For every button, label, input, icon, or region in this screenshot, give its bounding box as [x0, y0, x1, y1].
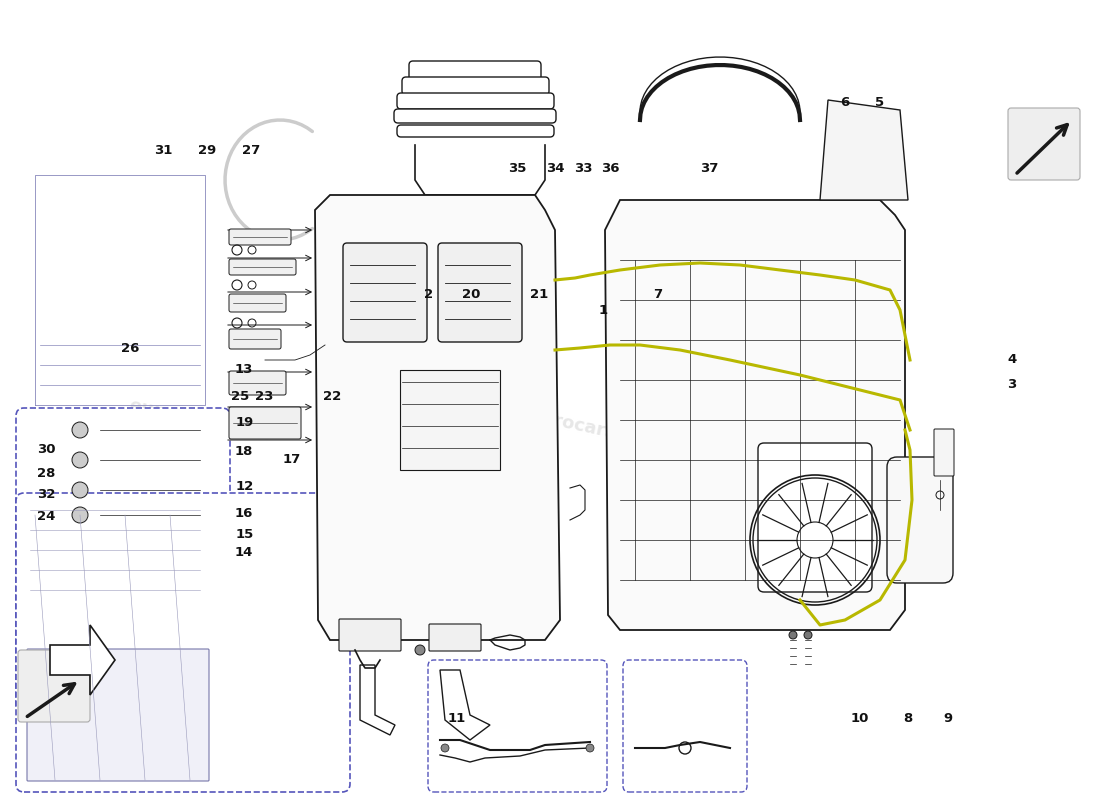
FancyBboxPatch shape — [758, 443, 872, 592]
Text: 9: 9 — [944, 712, 953, 725]
FancyBboxPatch shape — [397, 93, 554, 109]
Text: 16: 16 — [235, 507, 253, 520]
FancyBboxPatch shape — [229, 371, 286, 395]
FancyBboxPatch shape — [18, 650, 90, 722]
Text: 2: 2 — [425, 288, 433, 301]
FancyBboxPatch shape — [343, 243, 427, 342]
Text: 14: 14 — [235, 546, 253, 558]
Text: eurocarspares: eurocarspares — [527, 406, 673, 454]
FancyBboxPatch shape — [402, 77, 549, 95]
Bar — [400, 370, 500, 470]
Text: 25: 25 — [231, 390, 249, 402]
FancyBboxPatch shape — [397, 125, 554, 137]
Text: 3: 3 — [1008, 378, 1016, 390]
Text: 28: 28 — [37, 467, 55, 480]
FancyBboxPatch shape — [887, 457, 953, 583]
Text: 32: 32 — [37, 488, 55, 501]
Text: 21: 21 — [530, 288, 548, 301]
Text: 22: 22 — [323, 390, 341, 402]
Text: 26: 26 — [121, 342, 139, 354]
FancyBboxPatch shape — [428, 660, 607, 792]
FancyBboxPatch shape — [1008, 108, 1080, 180]
Text: 6: 6 — [840, 96, 849, 109]
Circle shape — [586, 744, 594, 752]
Polygon shape — [50, 625, 116, 695]
Text: 17: 17 — [283, 454, 300, 466]
Text: eurocarspares: eurocarspares — [128, 396, 273, 444]
Text: 35: 35 — [508, 162, 526, 174]
Text: 11: 11 — [448, 712, 465, 725]
Text: 34: 34 — [547, 162, 564, 174]
Text: 12: 12 — [235, 480, 253, 493]
FancyBboxPatch shape — [623, 660, 747, 792]
Text: 18: 18 — [235, 446, 253, 458]
FancyBboxPatch shape — [229, 229, 292, 245]
Text: 31: 31 — [154, 144, 172, 157]
FancyBboxPatch shape — [394, 109, 556, 123]
Polygon shape — [820, 100, 908, 200]
Text: 15: 15 — [235, 528, 253, 541]
FancyBboxPatch shape — [229, 329, 280, 349]
FancyBboxPatch shape — [438, 243, 522, 342]
Text: 24: 24 — [37, 510, 55, 522]
Text: 10: 10 — [851, 712, 869, 725]
Circle shape — [72, 422, 88, 438]
Text: eurocarspares: eurocarspares — [277, 556, 422, 604]
Circle shape — [441, 744, 449, 752]
Circle shape — [72, 482, 88, 498]
Text: 29: 29 — [198, 144, 216, 157]
Text: 5: 5 — [876, 96, 884, 109]
Text: 8: 8 — [903, 712, 912, 725]
Text: 4: 4 — [1008, 354, 1016, 366]
Circle shape — [789, 631, 797, 639]
Text: 33: 33 — [574, 162, 592, 174]
Text: 36: 36 — [602, 162, 619, 174]
Text: 19: 19 — [235, 416, 253, 429]
Circle shape — [415, 645, 425, 655]
FancyBboxPatch shape — [339, 619, 402, 651]
Circle shape — [72, 507, 88, 523]
FancyBboxPatch shape — [934, 429, 954, 476]
FancyBboxPatch shape — [28, 649, 209, 781]
Text: 20: 20 — [462, 288, 480, 301]
Polygon shape — [605, 200, 905, 630]
Text: 30: 30 — [37, 443, 55, 456]
Text: eurocarspares: eurocarspares — [358, 206, 503, 254]
FancyBboxPatch shape — [16, 493, 350, 792]
FancyBboxPatch shape — [16, 408, 230, 712]
FancyBboxPatch shape — [409, 61, 541, 81]
Circle shape — [804, 631, 812, 639]
FancyBboxPatch shape — [229, 259, 296, 275]
Text: 23: 23 — [255, 390, 273, 402]
Text: 1: 1 — [598, 304, 607, 317]
FancyBboxPatch shape — [229, 407, 301, 439]
Circle shape — [72, 452, 88, 468]
Text: 7: 7 — [653, 288, 662, 301]
FancyBboxPatch shape — [229, 294, 286, 312]
Polygon shape — [315, 195, 560, 640]
Text: 13: 13 — [235, 363, 253, 376]
Text: 27: 27 — [242, 144, 260, 157]
Text: 37: 37 — [701, 162, 718, 174]
FancyBboxPatch shape — [429, 624, 481, 651]
